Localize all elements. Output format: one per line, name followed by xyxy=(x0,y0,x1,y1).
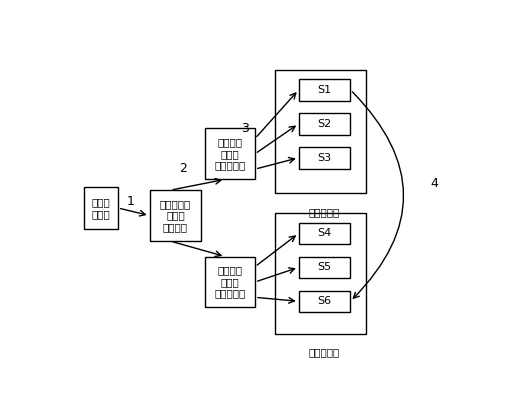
FancyBboxPatch shape xyxy=(299,113,350,135)
Text: クラスタ１: クラスタ１ xyxy=(309,207,340,217)
FancyBboxPatch shape xyxy=(299,257,350,278)
FancyBboxPatch shape xyxy=(275,70,366,193)
FancyBboxPatch shape xyxy=(84,187,118,229)
FancyBboxPatch shape xyxy=(299,290,350,312)
Text: ローカル
ロード
バランサ１: ローカル ロード バランサ１ xyxy=(214,137,246,170)
Text: クラスタ２: クラスタ２ xyxy=(309,348,340,358)
FancyBboxPatch shape xyxy=(299,79,350,101)
Text: グローバル
ロード
バランサ: グローバル ロード バランサ xyxy=(160,199,191,232)
FancyBboxPatch shape xyxy=(205,128,255,179)
Text: 3: 3 xyxy=(241,122,249,135)
Text: S3: S3 xyxy=(318,153,331,163)
FancyBboxPatch shape xyxy=(150,190,201,241)
Text: 2: 2 xyxy=(180,162,187,175)
FancyBboxPatch shape xyxy=(275,213,366,334)
Text: クライ
アント: クライ アント xyxy=(91,197,110,219)
Text: ローカル
ロード
バランサ２: ローカル ロード バランサ２ xyxy=(214,265,246,299)
Text: S4: S4 xyxy=(318,229,332,238)
Text: S1: S1 xyxy=(318,85,331,95)
FancyBboxPatch shape xyxy=(299,223,350,244)
Text: S5: S5 xyxy=(318,262,331,272)
Text: 4: 4 xyxy=(430,178,438,190)
Text: S2: S2 xyxy=(318,119,332,129)
FancyBboxPatch shape xyxy=(299,147,350,168)
Text: S6: S6 xyxy=(318,296,331,306)
Text: 1: 1 xyxy=(127,195,135,209)
FancyBboxPatch shape xyxy=(205,257,255,308)
